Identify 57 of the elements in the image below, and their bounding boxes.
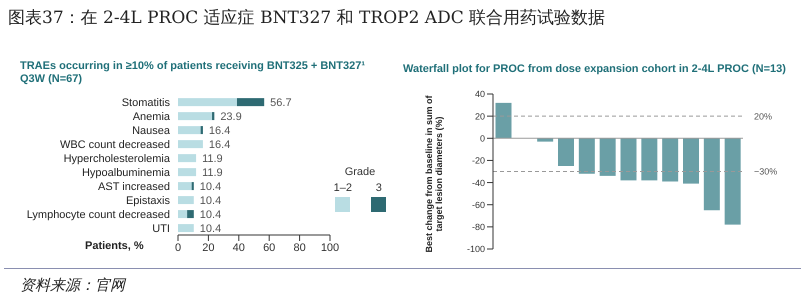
bar [187, 210, 194, 218]
total-label: 23.9 [220, 111, 242, 124]
bar [236, 98, 264, 106]
y-tick-label: Lymphocyte count decreased [26, 209, 170, 221]
y-tick-label: Hypercholesterolemia [64, 153, 171, 165]
bar [178, 98, 237, 106]
x-tick-label: 40 [232, 242, 245, 254]
ref-line-label: 20% [754, 111, 772, 122]
y-tick-label: 20 [474, 111, 485, 122]
bar [178, 196, 194, 204]
total-label: 10.4 [200, 223, 222, 236]
y-tick-label: -60 [472, 200, 485, 210]
x-tick-label: 100 [320, 242, 340, 254]
y-tick-label: Stomatitis [122, 97, 170, 109]
total-label: 16.4 [208, 139, 230, 152]
y-tick-label: WBC count decreased [60, 139, 170, 151]
bar [178, 210, 188, 218]
total-label: 10.4 [200, 195, 222, 208]
ref-line-label: −30% [754, 166, 778, 177]
x-tick-label: 0 [174, 242, 182, 254]
total-label: 16.4 [208, 125, 230, 138]
y-tick-label: 0 [480, 133, 485, 144]
total-label: 11.9 [202, 153, 223, 166]
total-label: 56.7 [270, 97, 292, 110]
y-tick-label: -80 [472, 222, 485, 232]
chart-subtitle: TRAEs occurring in ≥10% of patients receiving BNT325 + BNT327¹ Q3W (N=67) [20, 60, 366, 86]
legend-title: Grade [344, 166, 376, 178]
x-axis-title: Patients, % [85, 240, 144, 252]
text: 1–2 [334, 182, 352, 194]
bar [178, 168, 196, 176]
y-tick-label: AST increased [98, 181, 170, 193]
y-tick-label: Hypoalbuminemia [82, 167, 171, 179]
bar [178, 154, 196, 162]
chart-title: Waterfall plot for PROC from dose expansion cohort in 2-4L PROC (N=13) [403, 63, 787, 75]
total-label: 11.9 [202, 167, 223, 180]
y-tick-label: -20 [472, 156, 485, 166]
bar [178, 182, 192, 190]
total-label: 10.4 [200, 181, 222, 194]
y-axis-title: Best change from baseline in sum of target lesion diameters (%) [424, 94, 445, 254]
bar [178, 112, 212, 120]
text: 3 [376, 182, 382, 194]
total-label: 10.4 [200, 209, 222, 222]
y-tick-label: Nausea [132, 125, 171, 137]
y-tick-label: -100 [466, 244, 485, 254]
y-tick-label: 40 [474, 89, 485, 100]
y-tick-label: UTI [152, 223, 170, 235]
y-tick-label: Epistaxis [126, 195, 170, 207]
y-tick-label: -40 [472, 178, 485, 188]
text: 资料来源：官网 [20, 276, 125, 295]
chart-title: 图表37：在 2-4L PROC 适应症 BNT327 和 TROP2 ADC 联合用药试验数据 [8, 7, 606, 29]
bar [178, 140, 203, 148]
x-tick-label: 80 [293, 242, 306, 254]
y-tick-label: Anemia [132, 111, 171, 123]
x-tick-label: 60 [263, 242, 276, 254]
x-tick-label: 20 [202, 242, 215, 254]
bar [178, 126, 201, 134]
bar [178, 224, 194, 232]
